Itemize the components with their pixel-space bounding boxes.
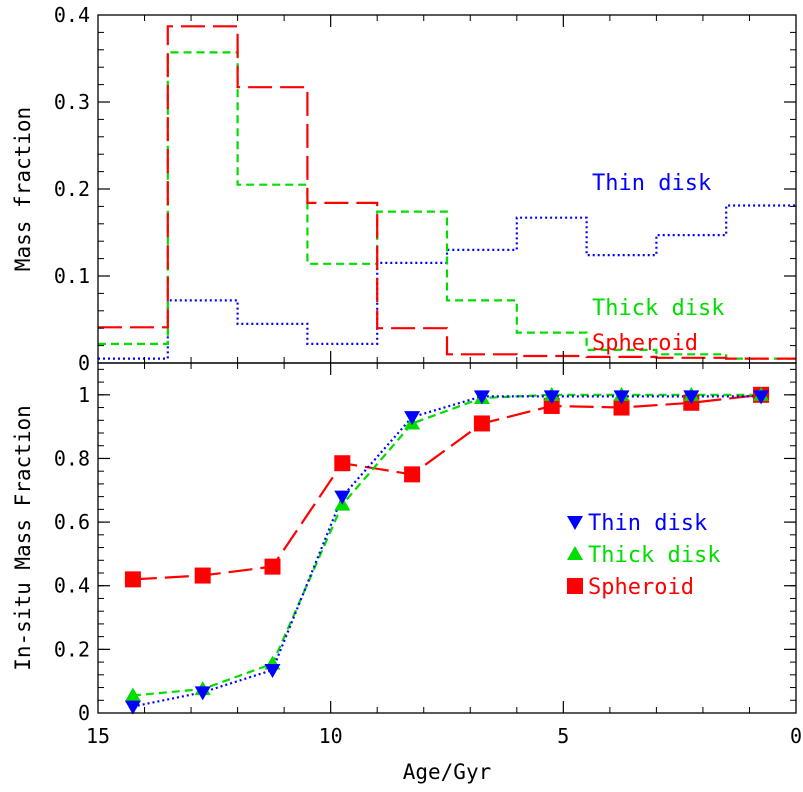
bottom-point-thick-disk	[124, 687, 141, 702]
bottom-y-tick-label: 0	[78, 701, 90, 725]
bottom-ticks-group: 0 0.2 0.4 0.6 0.8 1 15 10 5 0	[54, 363, 802, 748]
bottom-x-tick-label: 0	[790, 724, 802, 748]
bottom-series-thick-disk-line	[132, 393, 762, 697]
legend-marker-thin-disk	[567, 516, 583, 530]
top-y-tick-label: 0.3	[54, 90, 90, 114]
top-annotation-thick-disk: Thick disk	[592, 296, 724, 321]
top-y-tick-label: 0.1	[54, 264, 90, 288]
bottom-point-thin-disk	[404, 411, 421, 426]
bottom-y-tick-label: 0.8	[54, 446, 90, 470]
bottom-x-tick-label: 10	[319, 724, 343, 748]
bottom-point-thin-disk	[613, 390, 630, 405]
bottom-point-thin-disk	[683, 390, 700, 405]
bottom-y-tick-label: 1	[78, 383, 90, 407]
bottom-point-thin-disk	[334, 490, 351, 505]
top-ticks-group: 0 0.1 0.2 0.3 0.4	[54, 3, 796, 375]
bottom-panel: 0 0.2 0.4 0.6 0.8 1 15 10 5 0 In-situ Mass Fracti…	[11, 362, 802, 784]
top-y-tick-label: 0.4	[54, 3, 90, 27]
bottom-point-spheroid	[194, 567, 211, 584]
top-y-tick-label: 0.2	[54, 177, 90, 201]
bottom-point-thin-disk	[264, 664, 281, 679]
bottom-point-spheroid	[543, 397, 560, 414]
x-axis-title: Age/Gyr	[403, 760, 492, 784]
legend-marker-spheroid	[567, 578, 583, 594]
bottom-series-spheroid-line	[132, 393, 762, 581]
bottom-y-tick-label: 0.4	[54, 574, 90, 598]
bottom-point-spheroid	[404, 466, 421, 483]
legend-label-thick-disk: Thick disk	[588, 543, 720, 568]
bottom-x-tick-label: 5	[557, 724, 569, 748]
bottom-x-tick-label: 15	[86, 724, 110, 748]
bottom-plot-frame	[97, 362, 797, 714]
bottom-y-tick-label: 0.2	[54, 637, 90, 661]
bottom-point-spheroid	[334, 455, 351, 472]
bottom-point-spheroid	[124, 571, 141, 588]
bottom-point-thin-disk	[753, 390, 770, 405]
bottom-y-axis-title: In-situ Mass Fraction	[11, 405, 35, 671]
top-y-axis-title: Mass fraction	[11, 107, 35, 271]
top-annotation-spheroid: Spheroid	[592, 331, 698, 356]
top-series-thick-disk-step	[98, 51, 796, 360]
bottom-point-spheroid	[613, 399, 630, 416]
bottom-y-tick-label: 0.6	[54, 510, 90, 534]
legend-marker-thick-disk	[567, 546, 583, 560]
top-y-tick-label: 0	[78, 351, 90, 375]
bottom-point-thin-disk	[194, 686, 211, 701]
legend: Thin disk Thick disk Spheroid	[567, 511, 720, 600]
bottom-point-thin-disk	[473, 390, 490, 405]
legend-label-spheroid: Spheroid	[588, 575, 694, 600]
bottom-point-spheroid	[264, 558, 281, 575]
bottom-series-group	[124, 386, 770, 715]
bottom-point-thin-disk	[543, 390, 560, 405]
bottom-point-thin-disk	[124, 700, 141, 715]
top-panel: 0 0.1 0.2 0.3 0.4 Mass fraction Thin disk Th…	[11, 3, 797, 375]
top-annotation-thin-disk: Thin disk	[592, 171, 711, 196]
bottom-point-spheroid	[473, 415, 490, 432]
legend-label-thin-disk: Thin disk	[588, 511, 707, 536]
top-series-thin-disk-step	[98, 204, 796, 360]
